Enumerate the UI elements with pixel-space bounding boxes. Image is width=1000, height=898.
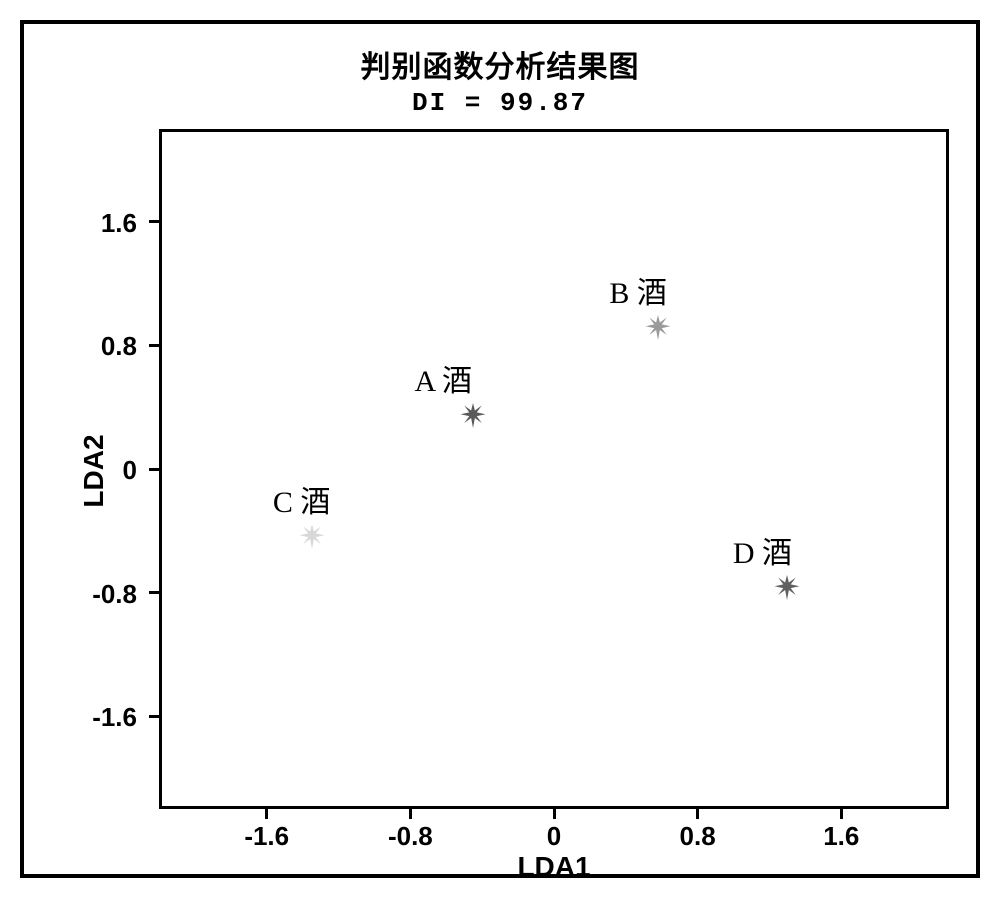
x-tick-mark [409,809,412,819]
y-tick-label: -0.8 [92,579,137,610]
x-tick-label: 0.8 [673,821,723,852]
x-tick-label: 0 [529,821,579,852]
x-tick-mark [696,809,699,819]
data-point-label-A: A 酒 [414,356,472,400]
chart-container: 判别函数分析结果图 DI = 99.87 LDA2 LDA1 -1.6-0.80… [20,20,980,878]
data-point-label-C: C 酒 [273,477,331,521]
y-tick-mark [149,715,159,718]
data-point-A [458,401,488,436]
chart-title: 判别函数分析结果图 [24,42,976,86]
y-tick-mark [149,344,159,347]
x-tick-mark [553,809,556,819]
data-point-label-D: D 酒 [733,528,792,572]
chart-subtitle: DI = 99.87 [24,88,976,118]
plot-area [159,129,949,809]
y-tick-label: 0 [123,455,137,486]
data-point-C [297,521,327,556]
x-tick-mark [265,809,268,819]
x-tick-label: -0.8 [385,821,435,852]
x-tick-label: -1.6 [242,821,292,852]
title-block: 判别函数分析结果图 DI = 99.87 [24,24,976,118]
y-tick-label: 1.6 [101,208,137,239]
data-point-B [643,312,673,347]
x-axis-label: LDA1 [504,851,604,883]
y-tick-mark [149,468,159,471]
y-tick-label: -1.6 [92,702,137,733]
data-point-label-B: B 酒 [609,268,667,312]
data-point-D [772,572,802,607]
y-tick-mark [149,591,159,594]
x-tick-mark [840,809,843,819]
y-axis-label: LDA2 [78,421,110,521]
y-tick-mark [149,220,159,223]
y-tick-label: 0.8 [101,331,137,362]
x-tick-label: 1.6 [816,821,866,852]
